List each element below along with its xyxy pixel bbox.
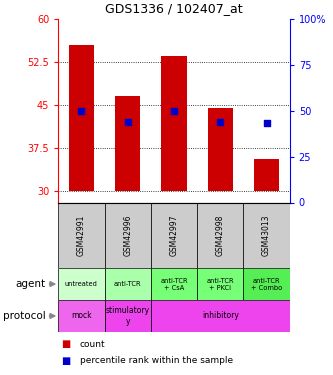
Bar — [105, 300, 151, 332]
Point — [264, 120, 269, 126]
Text: anti-TCR
+ CsA: anti-TCR + CsA — [160, 278, 188, 291]
Text: inhibitory: inhibitory — [202, 311, 239, 320]
Bar — [161, 56, 187, 191]
Point — [125, 118, 131, 124]
Bar — [115, 96, 141, 191]
Text: protocol: protocol — [3, 311, 45, 321]
Bar — [105, 202, 151, 268]
Text: anti-TCR
+ Combo: anti-TCR + Combo — [251, 278, 282, 291]
Bar — [207, 108, 233, 191]
Point — [171, 108, 176, 114]
Text: mock: mock — [71, 311, 92, 320]
Text: ■: ■ — [62, 356, 71, 366]
Bar — [151, 300, 290, 332]
Text: ■: ■ — [62, 339, 71, 349]
Bar — [254, 159, 279, 191]
Bar — [58, 202, 105, 268]
Text: agent: agent — [15, 279, 45, 289]
Text: GSM42997: GSM42997 — [169, 214, 178, 256]
Bar — [58, 268, 105, 300]
Bar — [58, 300, 105, 332]
Text: untreated: untreated — [65, 281, 98, 287]
Text: anti-TCR: anti-TCR — [114, 281, 142, 287]
Point — [79, 108, 84, 114]
Bar — [197, 202, 243, 268]
Text: GSM43013: GSM43013 — [262, 214, 271, 256]
Text: count: count — [80, 340, 106, 349]
Point — [218, 118, 223, 124]
Text: GSM42996: GSM42996 — [123, 214, 132, 256]
Text: GDS1336 / 102407_at: GDS1336 / 102407_at — [105, 2, 243, 15]
Bar — [151, 268, 197, 300]
Text: GSM42991: GSM42991 — [77, 214, 86, 256]
Bar — [197, 268, 243, 300]
Text: percentile rank within the sample: percentile rank within the sample — [80, 356, 233, 365]
Text: stimulatory
y: stimulatory y — [106, 306, 150, 326]
Bar — [105, 268, 151, 300]
Bar — [243, 268, 290, 300]
Bar — [243, 202, 290, 268]
Text: GSM42998: GSM42998 — [216, 214, 225, 256]
Bar — [151, 202, 197, 268]
Bar — [69, 45, 94, 191]
Text: anti-TCR
+ PKCi: anti-TCR + PKCi — [206, 278, 234, 291]
